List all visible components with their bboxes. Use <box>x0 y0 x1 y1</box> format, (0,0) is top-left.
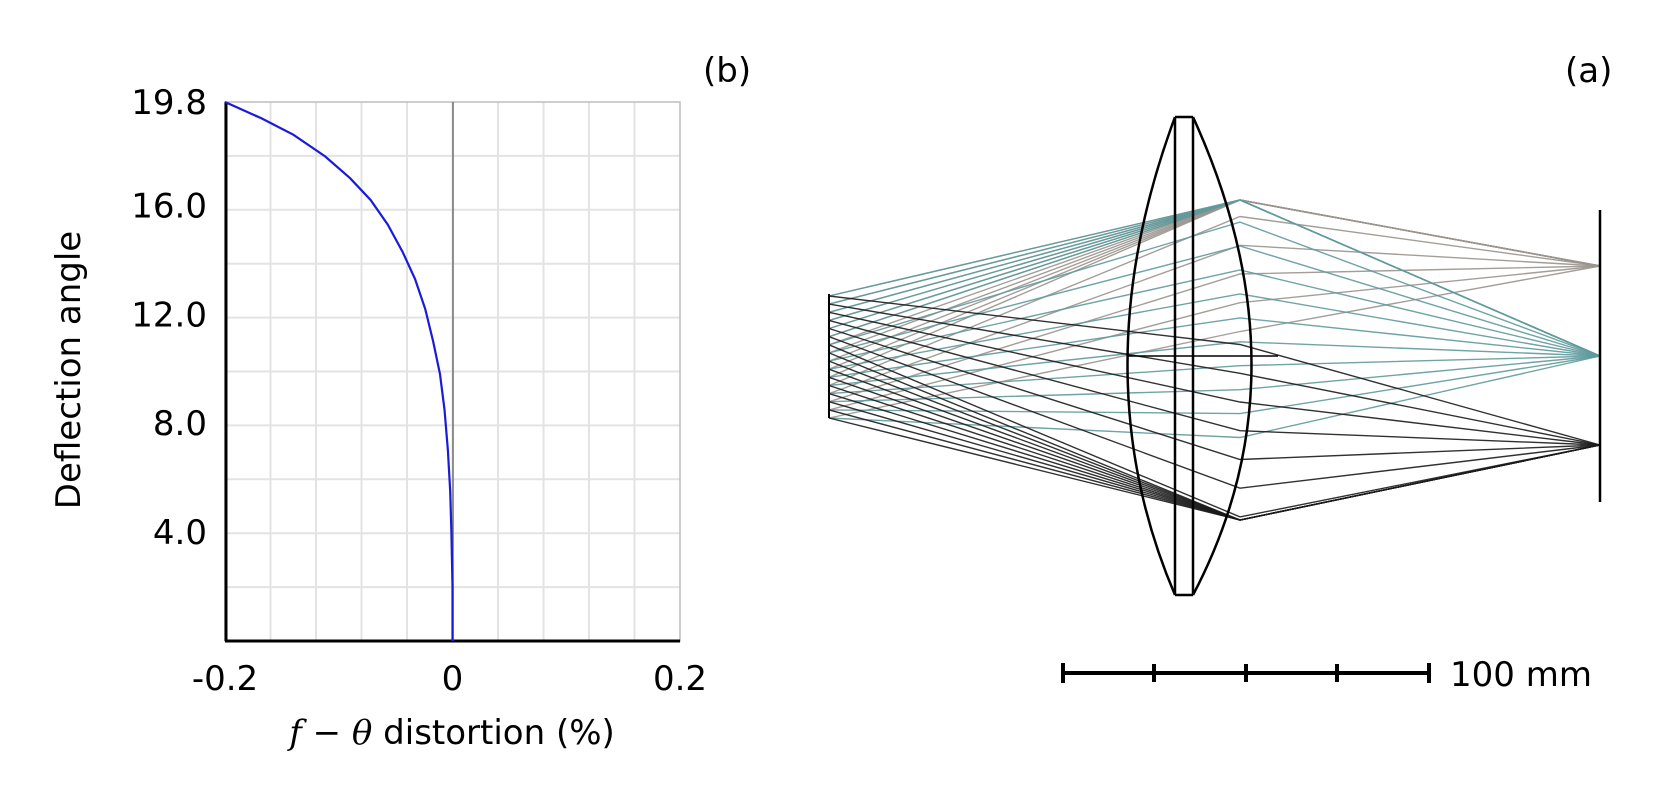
lens-left-element <box>1126 116 1177 596</box>
ray <box>828 199 1601 313</box>
ray <box>828 265 1601 403</box>
ray <box>828 355 1601 403</box>
x-tick-label: -0.2 <box>192 659 258 699</box>
ray <box>828 269 1601 362</box>
ray <box>828 355 1601 415</box>
y-tick-labels: 19.8 16.0 12.0 8.0 4.0 <box>131 83 207 553</box>
panel-b-label: (b) <box>703 51 751 91</box>
ray-bundles <box>828 199 1601 521</box>
ray <box>828 336 1601 489</box>
x-tick-label: 0 <box>442 659 464 699</box>
y-tick-label: 16.0 <box>131 186 207 226</box>
scale-bar-label: 100 mm <box>1450 655 1592 695</box>
y-tick-label: 8.0 <box>153 404 207 444</box>
ray <box>828 215 1601 387</box>
ray <box>828 355 1601 395</box>
ray <box>828 401 1601 521</box>
ray <box>828 409 1601 521</box>
ray <box>828 417 1601 521</box>
panel-a-label: (a) <box>1565 51 1612 91</box>
x-axis-title: f − θ distortion (%) <box>286 713 615 753</box>
ray <box>828 265 1601 411</box>
y-tick-label: 19.8 <box>131 83 207 123</box>
ray-bundle <box>828 199 1601 439</box>
x-axis-title-math: f − θ <box>286 713 372 753</box>
x-tick-labels: -0.2 0 0.2 <box>192 659 707 699</box>
optical-layout: 100 mm (a) <box>828 51 1612 695</box>
ray <box>828 244 1601 395</box>
distortion-curve <box>224 100 454 641</box>
lens-right-element <box>1191 116 1253 596</box>
y-axis-title: Deflection angle <box>49 231 89 509</box>
y-tick-label: 12.0 <box>131 295 207 335</box>
x-tick-label: 0.2 <box>653 659 707 699</box>
ray <box>828 341 1601 387</box>
ray <box>828 199 1601 354</box>
ray <box>828 221 1601 357</box>
ray <box>828 303 1601 446</box>
ray <box>828 344 1601 518</box>
ray <box>828 327 1601 461</box>
distortion-plot: 19.8 16.0 12.0 8.0 4.0 -0.2 0 0.2 Deflection a… <box>49 51 751 753</box>
ray <box>828 295 1601 446</box>
ray-bundle <box>828 295 1601 521</box>
x-axis-title-text: distortion (%) <box>372 713 614 753</box>
y-tick-label: 4.0 <box>153 513 207 553</box>
ray <box>828 311 1601 446</box>
ray <box>828 265 1601 419</box>
ray <box>828 199 1601 322</box>
ray <box>828 245 1601 357</box>
ray <box>828 199 1601 357</box>
scale-bar: 100 mm <box>1061 655 1592 695</box>
ray <box>828 368 1601 521</box>
ray <box>828 293 1601 370</box>
ray <box>828 319 1601 446</box>
